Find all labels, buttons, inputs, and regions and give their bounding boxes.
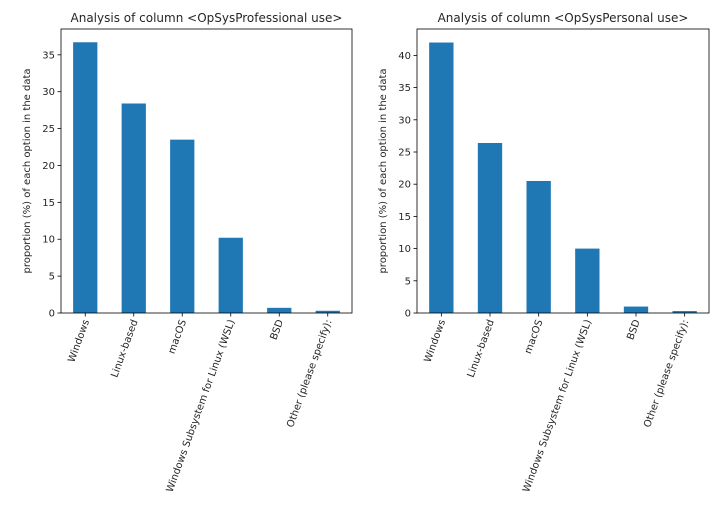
bar-1 bbox=[73, 42, 98, 313]
y-axis-label: proportion (%) of each option in the dat… bbox=[378, 68, 389, 273]
y-tick-label: 35 bbox=[398, 83, 411, 94]
chart-title: Analysis of column <OpSysPersonal use> bbox=[438, 11, 689, 25]
y-tick-label: 20 bbox=[398, 180, 411, 191]
y-tick-label: 15 bbox=[398, 212, 411, 223]
x-tick-label: Other (please specify): bbox=[285, 318, 334, 429]
bar-5 bbox=[267, 307, 292, 313]
bar-2 bbox=[477, 142, 503, 313]
bar-1 bbox=[429, 42, 454, 314]
y-tick-label: 25 bbox=[42, 124, 55, 135]
y-tick-label: 20 bbox=[42, 161, 55, 172]
y-tick-label: 5 bbox=[405, 276, 411, 287]
x-tick-label: Linux-based bbox=[109, 318, 140, 379]
y-tick-label: 35 bbox=[42, 50, 55, 61]
y-axis-label: proportion (%) of each option in the dat… bbox=[22, 68, 33, 273]
bar-6 bbox=[315, 310, 340, 313]
x-tick-label: macOS bbox=[523, 318, 546, 355]
y-tick-label: 30 bbox=[398, 115, 411, 126]
x-tick-label: BSD bbox=[269, 318, 287, 342]
bar-4 bbox=[575, 248, 600, 313]
bar-2 bbox=[121, 103, 146, 313]
bar-3 bbox=[526, 180, 551, 313]
bar-5 bbox=[623, 306, 649, 313]
y-tick-label: 0 bbox=[49, 309, 55, 320]
y-tick-label: 10 bbox=[42, 235, 55, 246]
y-tick-label: 40 bbox=[398, 51, 411, 62]
plot-frame bbox=[60, 28, 353, 314]
y-tick-label: 0 bbox=[405, 309, 411, 320]
y-tick-label: 5 bbox=[49, 272, 55, 283]
bar-4 bbox=[218, 237, 243, 313]
x-tick-label: Windows bbox=[66, 318, 92, 364]
x-tick-label: macOS bbox=[167, 318, 190, 355]
x-tick-label: Windows bbox=[423, 318, 449, 364]
chart-opsys-personal: Analysis of column <OpSysPersonal use> p… bbox=[378, 11, 710, 494]
y-tick-label: 10 bbox=[398, 244, 411, 255]
x-tick-label: Linux-based bbox=[466, 318, 497, 379]
bar-6 bbox=[672, 311, 697, 313]
x-tick-label: Other (please specify): bbox=[642, 318, 691, 429]
chart-opsys-professional: Analysis of column <OpSysProfessional us… bbox=[22, 11, 353, 494]
y-tick-label: 25 bbox=[398, 148, 411, 159]
x-tick-label: BSD bbox=[625, 318, 643, 342]
plot-frame bbox=[416, 28, 710, 314]
bar-3 bbox=[170, 139, 195, 313]
y-tick-label: 30 bbox=[42, 87, 55, 98]
chart-title: Analysis of column <OpSysProfessional us… bbox=[71, 11, 343, 25]
y-tick-label: 15 bbox=[42, 198, 55, 209]
